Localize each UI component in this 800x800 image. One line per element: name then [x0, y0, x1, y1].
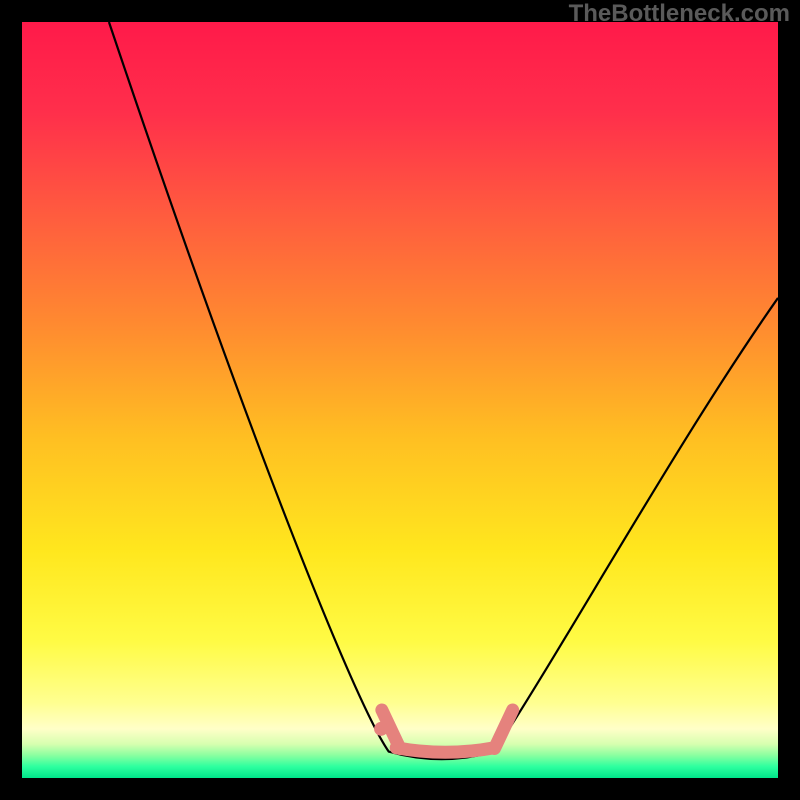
chart-stage: TheBottleneck.com: [0, 0, 800, 800]
watermark-text: TheBottleneck.com: [569, 0, 790, 28]
plot-background: [22, 22, 778, 778]
bottleneck-chart-svg: [0, 0, 800, 800]
